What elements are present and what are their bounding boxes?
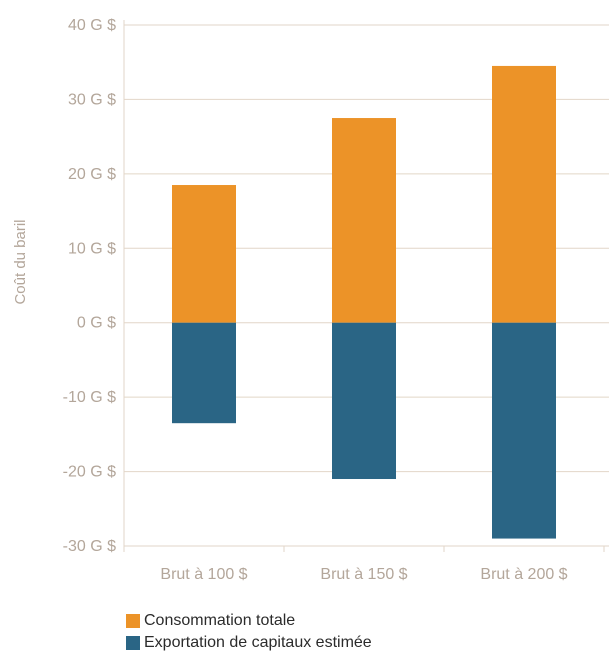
legend: Consommation totale Exportation de capit… [126,610,372,654]
y-tick-label: 20 G $ [68,166,116,183]
x-tick-label: Brut à 100 $ [160,566,247,583]
axes [123,20,609,552]
bar-exportation [332,322,396,480]
y-tick-label: -30 G $ [63,538,116,555]
y-axis-title: Coût du baril [12,219,29,304]
bars [172,65,556,539]
legend-swatch-exportation [126,636,140,650]
bar-consommation [172,185,236,323]
y-tick-label: -10 G $ [63,389,116,406]
y-tick-label: 0 G $ [77,315,116,332]
y-tick-label: 40 G $ [68,17,116,34]
legend-item-exportation: Exportation de capitaux estimée [126,632,372,654]
x-tick-label: Brut à 200 $ [480,566,567,583]
y-tick-labels: 40 G $ 30 G $ 20 G $ 10 G $ 0 G $ -10 G $ -20 … [63,17,116,555]
x-tick-label: Brut à 150 $ [320,566,407,583]
y-tick-label: 10 G $ [68,240,116,257]
x-tick-labels: Brut à 100 $ Brut à 150 $ Brut à 200 $ [160,566,567,583]
bar-exportation [172,322,236,424]
bar-consommation [492,65,556,323]
bar-exportation [492,322,556,539]
legend-swatch-consommation [126,614,140,628]
chart: 40 G $ 30 G $ 20 G $ 10 G $ 0 G $ -10 G $ -20 … [12,17,609,583]
legend-item-consommation: Consommation totale [126,610,372,632]
legend-label-consommation: Consommation totale [144,612,296,629]
y-tick-label: -20 G $ [63,464,116,481]
y-tick-label: 30 G $ [68,91,116,108]
legend-label-exportation: Exportation de capitaux estimée [144,634,372,651]
bar-consommation [332,118,396,323]
